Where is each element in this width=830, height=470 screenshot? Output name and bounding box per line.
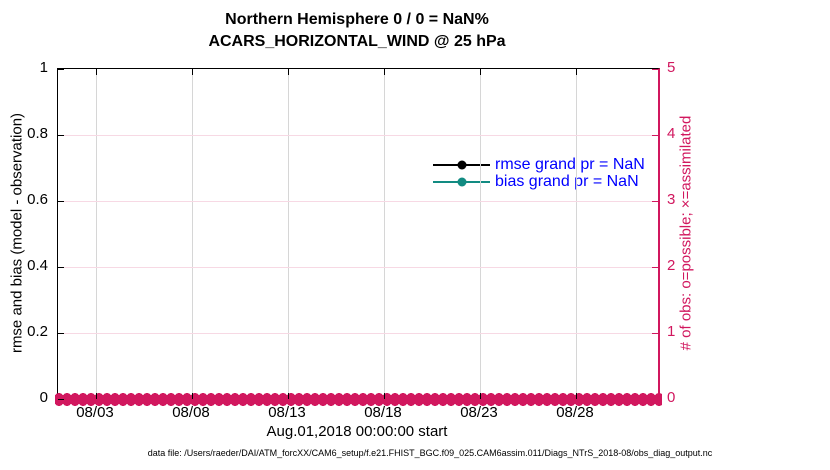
x-axis-label: Aug.01,2018 00:00:00 start [266,423,448,440]
legend-item-rmse: rmse grand pr = NaN [433,156,645,173]
x-tick-bottom [95,393,97,399]
y-tick-left [58,332,64,334]
x-tick-label: 08/03 [76,404,114,421]
x-gridline [383,69,385,399]
right-y-axis-label: # of obs: o=possible; ×=assimilated [677,115,695,351]
y-tick-label-right: 3 [667,191,676,208]
left-y-axis-label: rmse and bias (model - observation) [8,112,26,354]
x-tick-bottom [575,393,577,399]
y-tick-label-left: 1 [39,59,48,76]
x-gridline [575,69,577,399]
x-tick-label: 08/23 [460,404,498,421]
y-tick-label-left: 0.6 [27,191,48,208]
plot-area: rmse grand pr = NaN bias grand pr = NaN [55,68,662,406]
y-tick-left [58,68,64,70]
x-tick-bottom [383,393,385,399]
legend-item-bias: bias grand pr = NaN [433,173,645,190]
bias-line-sample [433,177,490,186]
legend-label-rmse: rmse grand pr = NaN [495,155,645,173]
legend: rmse grand pr = NaN bias grand pr = NaN [433,156,645,190]
datafile-caption: data file: /Users/raeder/DAI/ATM_forcXX/… [147,448,713,458]
x-tick-top [479,69,481,75]
x-tick-label: 08/18 [364,404,402,421]
rmse-line-sample [433,160,490,169]
y-tick-label-left: 0.4 [27,257,48,274]
y-gridline [58,200,658,202]
y-tick-right [652,398,658,400]
x-tick-bottom [287,393,289,399]
title-block: Northern Hemisphere 0 / 0 = NaN% ACARS_H… [57,9,657,53]
x-tick-label: 08/13 [268,404,306,421]
x-tick-label: 08/28 [556,404,594,421]
y-tick-label-left: 0 [39,389,48,406]
x-gridline [191,69,193,399]
y-gridline [58,266,658,268]
y-tick-label-left: 0.8 [27,125,48,142]
chart-subtitle: ACARS_HORIZONTAL_WIND @ 25 hPa [208,33,506,50]
x-tick-top [575,69,577,75]
y-tick-left [58,200,64,202]
x-gridline [95,69,97,399]
y-tick-label-right: 1 [667,323,676,340]
chart-title: Northern Hemisphere 0 / 0 = NaN% [225,11,489,28]
y-tick-right [652,200,658,202]
y-tick-label-right: 5 [667,59,676,76]
y-tick-left [58,398,64,400]
x-tick-top [383,69,385,75]
x-tick-bottom [191,393,193,399]
y-tick-label-right: 2 [667,257,676,274]
x-tick-top [191,69,193,75]
y-tick-left [58,134,64,136]
legend-label-bias: bias grand pr = NaN [495,172,639,190]
y-tick-label-right: 0 [667,389,676,406]
y-gridline [58,134,658,136]
x-tick-top [95,69,97,75]
x-tick-top [287,69,289,75]
obs-count-zero-markers [55,393,662,406]
y-tick-label-right: 4 [667,125,676,142]
y-tick-label-left: 0.2 [27,323,48,340]
x-tick-bottom [479,393,481,399]
y-tick-right [652,134,658,136]
y-tick-right [652,332,658,334]
rmse-marker-icon [457,160,466,169]
x-tick-label: 08/08 [172,404,210,421]
y-tick-right [652,266,658,268]
x-gridline [479,69,481,399]
y-tick-right [652,68,658,70]
y-tick-left [58,266,64,268]
x-gridline [287,69,289,399]
bias-marker-icon [457,177,466,186]
y-gridline [58,332,658,334]
